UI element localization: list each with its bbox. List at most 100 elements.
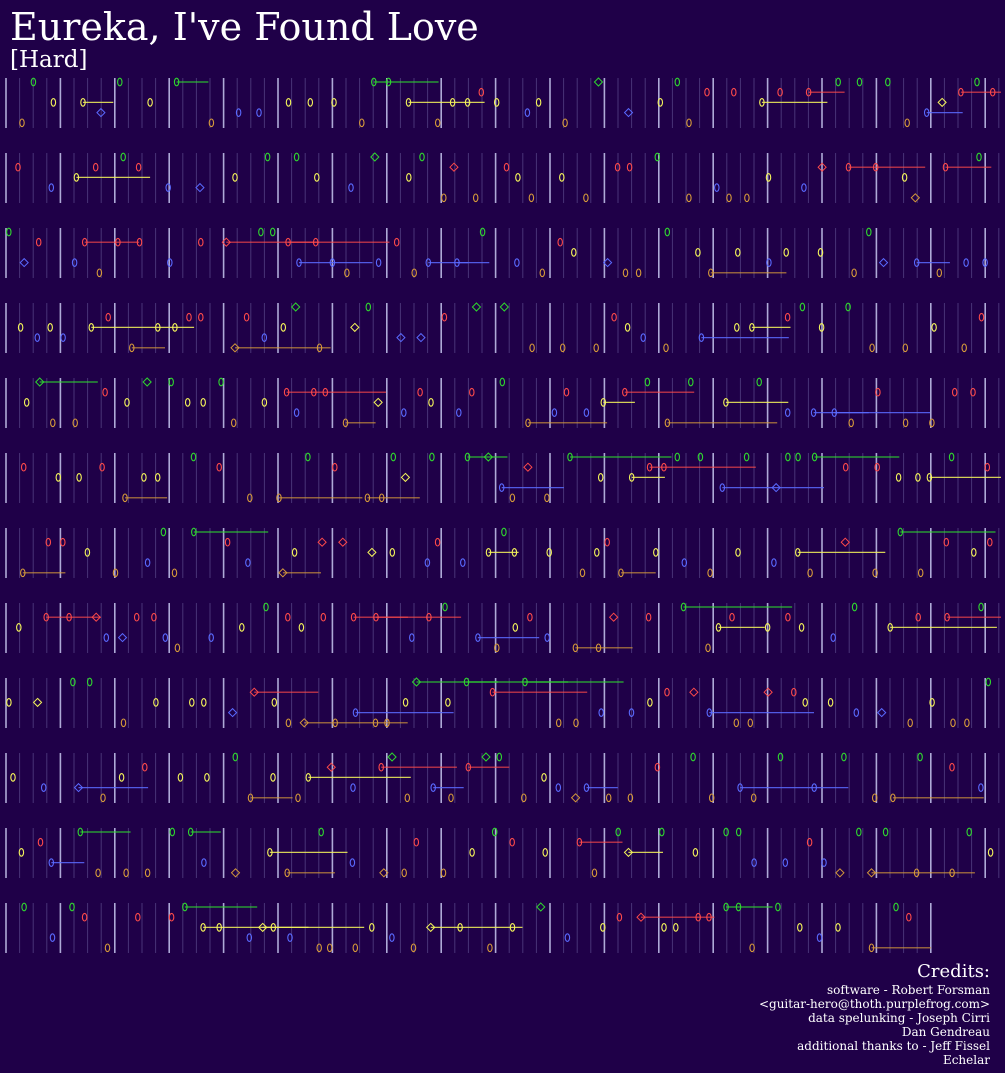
orange-note	[494, 643, 500, 653]
orange-note	[950, 718, 956, 728]
orange-note	[605, 793, 612, 803]
red-note	[332, 462, 338, 472]
yellow-note	[124, 398, 130, 407]
yellow-note	[305, 773, 312, 782]
star-note	[416, 332, 426, 343]
orange-note	[529, 343, 535, 353]
blue-note	[293, 408, 300, 417]
blue-note	[766, 258, 772, 267]
yellow-note	[715, 623, 722, 632]
yellow-note	[600, 398, 607, 407]
blue-note	[583, 783, 590, 792]
orange-note	[890, 793, 896, 803]
orange-note	[868, 943, 875, 953]
blue-note	[771, 558, 777, 567]
star-note	[483, 452, 494, 462]
orange-note	[618, 568, 624, 578]
credits-line: data spelunking - Joseph Cirri	[808, 1011, 990, 1025]
orange-note	[807, 568, 813, 578]
red-note	[616, 912, 623, 922]
orange-note	[208, 118, 215, 128]
orange-note	[171, 568, 178, 578]
yellow-note	[285, 98, 292, 107]
red-note	[970, 387, 976, 397]
yellow-note	[16, 623, 22, 632]
yellow-note	[594, 548, 600, 557]
star-note	[536, 902, 546, 912]
yellow-note	[239, 623, 245, 632]
red-note	[142, 762, 148, 772]
yellow-note	[200, 398, 206, 407]
yellow-note	[153, 698, 159, 707]
green-note	[976, 152, 982, 162]
red-note	[527, 612, 533, 622]
green-note	[173, 77, 180, 87]
red-note	[731, 87, 737, 97]
yellow-note	[798, 623, 805, 632]
star-note	[396, 332, 406, 343]
green-note	[659, 827, 665, 837]
orange-note	[664, 418, 671, 428]
yellow-note	[402, 698, 409, 707]
blue-note	[48, 858, 55, 867]
orange-note	[352, 943, 359, 953]
yellow-note	[464, 98, 471, 107]
blue-note	[816, 933, 823, 942]
red-note	[186, 312, 192, 322]
yellow-note	[55, 473, 62, 482]
orange-note	[744, 193, 750, 203]
orange-note	[364, 493, 371, 503]
green-note	[371, 77, 377, 87]
orange-note	[384, 718, 390, 728]
yellow-note	[270, 773, 276, 782]
orange-note	[96, 268, 103, 278]
red-note	[604, 537, 610, 547]
yellow-note	[172, 323, 178, 332]
red-note	[135, 912, 141, 922]
star-note	[370, 152, 380, 162]
yellow-note	[901, 173, 908, 182]
orange-note	[949, 868, 955, 878]
yellow-note	[216, 923, 222, 932]
green-note	[785, 452, 791, 462]
green-note	[654, 152, 661, 162]
blue-note	[555, 783, 562, 792]
yellow-note	[647, 698, 653, 707]
yellow-note	[270, 923, 277, 932]
star-note	[373, 397, 383, 408]
red-note	[557, 237, 563, 247]
green-note	[464, 452, 471, 462]
orange-note	[129, 343, 135, 353]
yellow-note	[887, 623, 893, 632]
red-note	[654, 762, 661, 772]
blue-note	[389, 933, 395, 942]
green-note	[845, 302, 851, 312]
red-note	[320, 612, 327, 622]
blue-note	[498, 483, 505, 492]
blue-note	[245, 558, 251, 567]
orange-note	[19, 118, 25, 128]
orange-note	[904, 118, 910, 128]
red-note	[350, 612, 357, 622]
blue-note	[706, 708, 713, 717]
orange-note	[144, 868, 151, 878]
red-note	[441, 312, 448, 322]
orange-note	[964, 718, 970, 728]
star-note	[570, 793, 581, 803]
green-note	[841, 752, 847, 762]
star-note	[876, 707, 887, 718]
red-note	[845, 162, 852, 172]
blue-note	[982, 258, 988, 267]
orange-note	[708, 268, 714, 278]
orange-note	[326, 943, 333, 953]
orange-note	[404, 793, 411, 803]
red-note	[875, 387, 881, 397]
orange-note	[95, 868, 101, 878]
orange-note	[902, 343, 909, 353]
blue-note	[352, 708, 359, 717]
star-note	[96, 107, 106, 118]
green-note	[190, 452, 197, 462]
yellow-note	[201, 698, 207, 707]
orange-note	[230, 418, 237, 428]
star-note	[411, 677, 422, 687]
